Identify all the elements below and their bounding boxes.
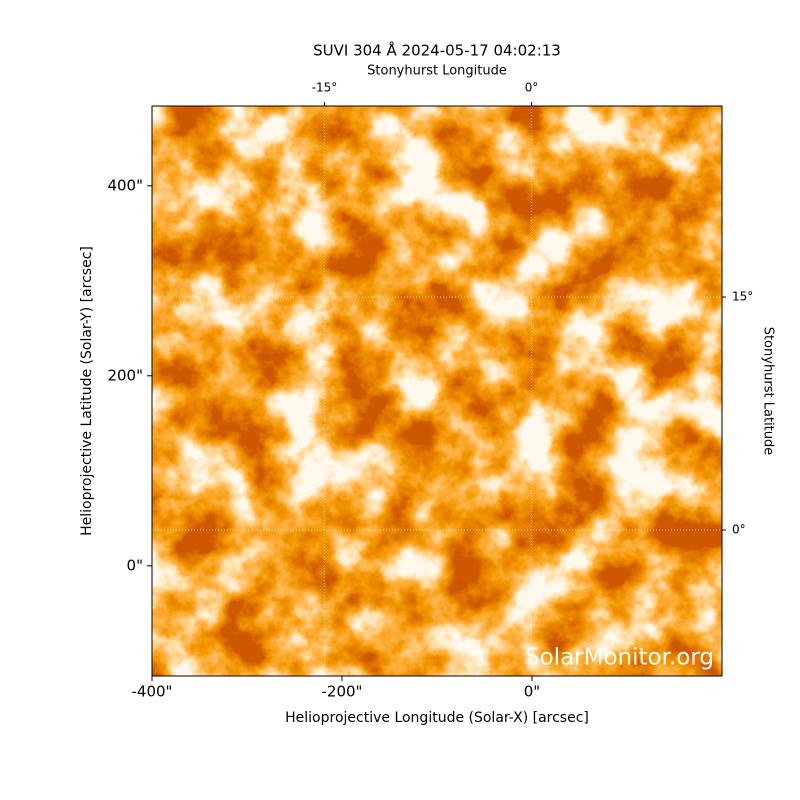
watermark: SolarMonitor.org [525,645,714,671]
y-label: Helioprojective Latitude (Solar-Y) [arcs… [79,246,95,536]
x2-tick-label: 0° [525,81,539,95]
y2-label: Stonyhurst Latitude [761,327,776,456]
y2-tick-label: 0° [732,523,746,537]
y2-tick-label: 15° [732,290,753,304]
plot-frame [151,105,723,677]
y-tick-label: 0" [127,556,143,574]
x-label: Helioprojective Longitude (Solar-X) [arc… [285,710,589,726]
x2-tick-label: -15° [312,81,338,95]
x-tick-label: 0" [524,683,540,701]
y-tick-label: 400" [107,176,143,194]
x2-label: Stonyhurst Longitude [367,64,507,79]
chart-title: SUVI 304 Å 2024-05-17 04:02:13 [313,41,561,60]
solar-image [152,106,722,676]
x-tick-label: -400" [132,683,173,701]
y-tick-label: 200" [107,366,143,384]
x-tick-label: -200" [322,683,363,701]
